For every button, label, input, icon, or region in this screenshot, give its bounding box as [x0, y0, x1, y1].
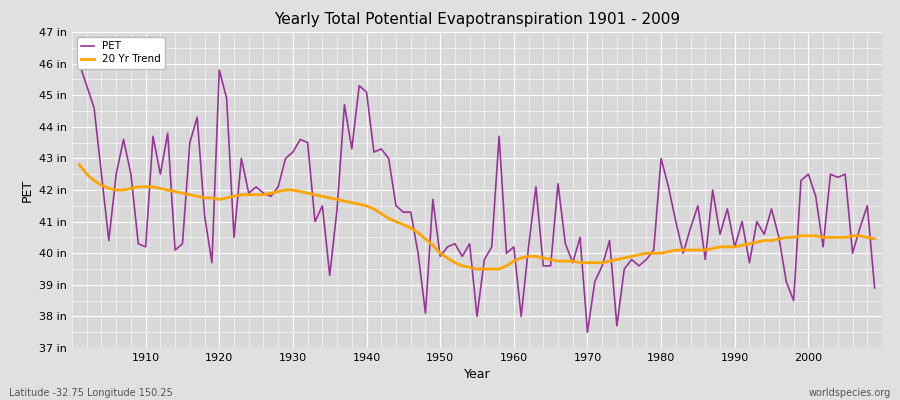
PET — [295, 137, 306, 142]
20 Yr Trend — [508, 259, 519, 264]
PET — [869, 286, 880, 290]
PET — [582, 330, 593, 335]
X-axis label: Year: Year — [464, 368, 490, 382]
Line: 20 Yr Trend: 20 Yr Trend — [79, 165, 875, 269]
20 Yr Trend — [295, 189, 306, 194]
PET — [74, 61, 85, 66]
Text: Latitude -32.75 Longitude 150.25: Latitude -32.75 Longitude 150.25 — [9, 388, 173, 398]
Text: worldspecies.org: worldspecies.org — [809, 388, 891, 398]
Legend: PET, 20 Yr Trend: PET, 20 Yr Trend — [77, 37, 165, 69]
20 Yr Trend — [869, 236, 880, 241]
20 Yr Trend — [472, 266, 482, 271]
PET — [508, 244, 519, 249]
PET — [133, 241, 144, 246]
20 Yr Trend — [516, 256, 526, 260]
PET — [604, 238, 615, 243]
Line: PET: PET — [79, 64, 875, 332]
20 Yr Trend — [604, 259, 615, 264]
20 Yr Trend — [74, 162, 85, 167]
Title: Yearly Total Potential Evapotranspiration 1901 - 2009: Yearly Total Potential Evapotranspiratio… — [274, 12, 680, 27]
PET — [501, 251, 512, 256]
Y-axis label: PET: PET — [21, 178, 33, 202]
20 Yr Trend — [339, 199, 350, 204]
PET — [339, 102, 350, 107]
20 Yr Trend — [133, 184, 144, 189]
